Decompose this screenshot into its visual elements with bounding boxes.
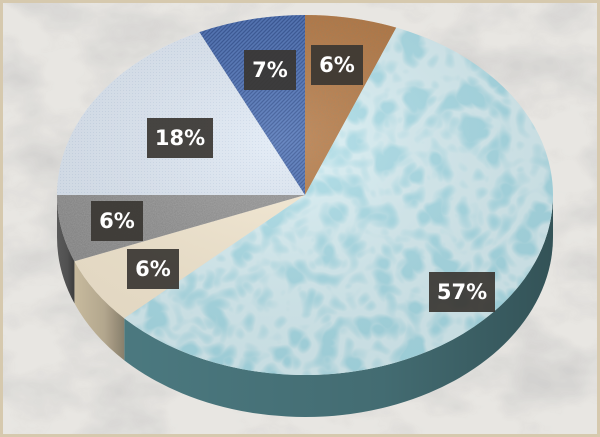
data-labels: 6%57%6%6%18%7% bbox=[91, 45, 495, 312]
data-label-box bbox=[311, 45, 363, 85]
data-label-text: 7% bbox=[252, 58, 288, 82]
data-label-3: 6% bbox=[91, 201, 143, 241]
data-label-box bbox=[127, 249, 179, 289]
data-label-text: 18% bbox=[155, 126, 205, 150]
data-label-text: 6% bbox=[99, 209, 135, 233]
data-label-box bbox=[91, 201, 143, 241]
data-label-box bbox=[244, 50, 296, 90]
data-label-0: 6% bbox=[311, 45, 363, 85]
data-label-text: 57% bbox=[437, 280, 487, 304]
data-label-box bbox=[147, 118, 213, 158]
data-label-1: 57% bbox=[429, 272, 495, 312]
data-label-text: 6% bbox=[135, 257, 171, 281]
data-label-4: 18% bbox=[147, 118, 213, 158]
data-label-box bbox=[429, 272, 495, 312]
data-label-5: 7% bbox=[244, 50, 296, 90]
data-label-2: 6% bbox=[127, 249, 179, 289]
data-label-text: 6% bbox=[319, 53, 355, 77]
